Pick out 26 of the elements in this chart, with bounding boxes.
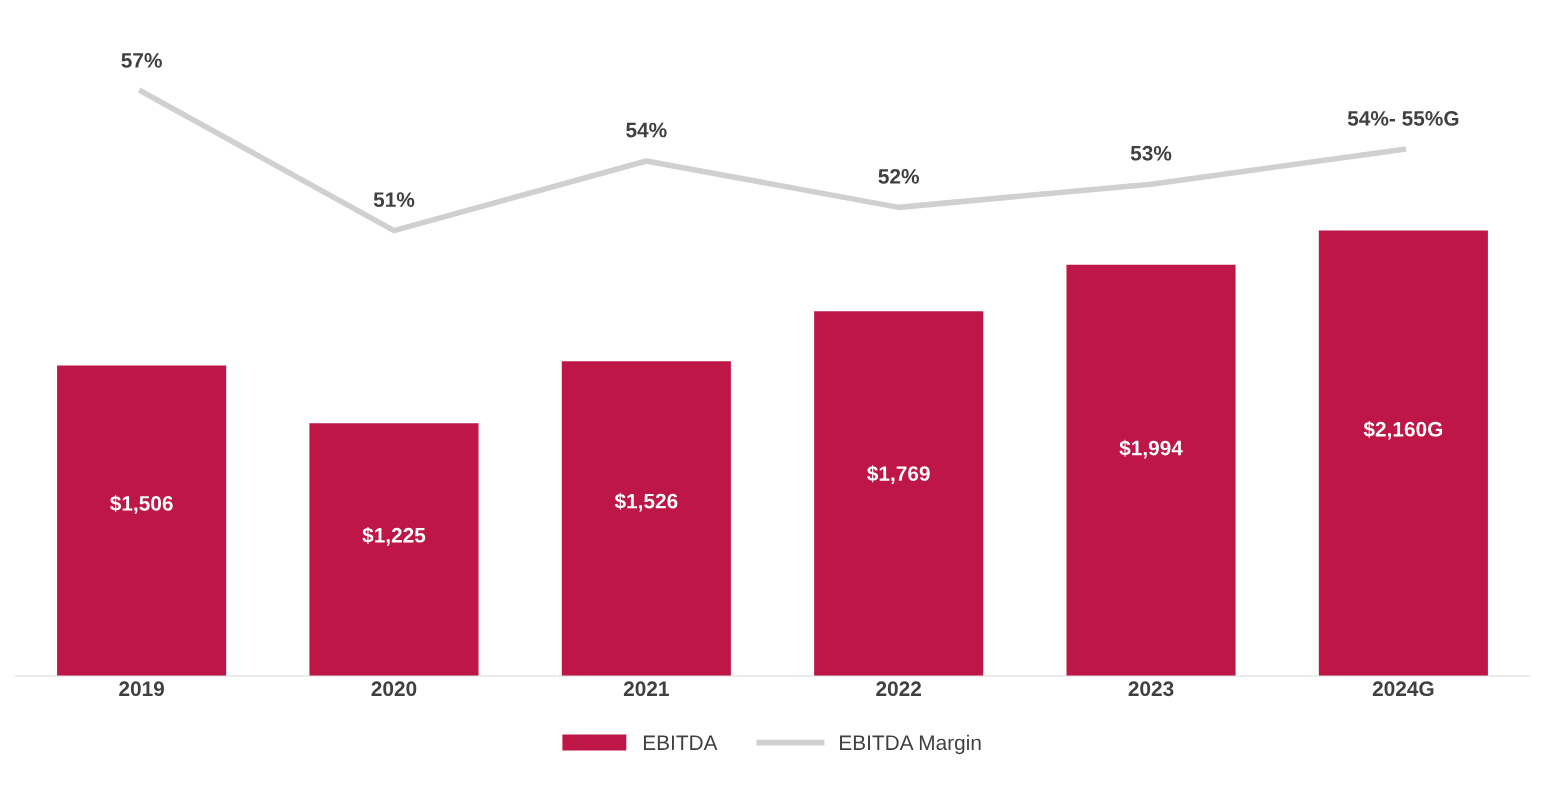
data-label: 52% xyxy=(878,169,919,184)
bar xyxy=(814,311,984,676)
x-tick-label: 2020 xyxy=(371,681,417,697)
x-tick-label: 2024G xyxy=(1372,681,1434,697)
bar xyxy=(57,365,227,676)
data-label: 54% xyxy=(626,122,667,138)
data-label: $1,994 xyxy=(1119,439,1183,459)
data-label: 53% xyxy=(1130,145,1172,161)
x-tick-label: 2023 xyxy=(1128,681,1174,697)
data-label: $1,506 xyxy=(110,495,173,514)
data-label: 54%- 55%G xyxy=(1347,111,1459,126)
bar xyxy=(1318,230,1488,676)
data-label: $1,769 xyxy=(867,465,930,484)
data-label: 57% xyxy=(121,53,162,68)
data-label: 51% xyxy=(373,192,415,207)
legend-label: EBITDA Margin xyxy=(840,734,981,755)
bar xyxy=(309,423,479,676)
x-tick-label: 2019 xyxy=(119,681,165,697)
x-tick-label: 2022 xyxy=(876,681,922,697)
data-label: $2,160G xyxy=(1363,420,1443,440)
data-label: $1,526 xyxy=(614,492,678,512)
legend-label: EBITDA xyxy=(643,735,718,750)
x-tick-label: 2021 xyxy=(623,681,669,697)
bar xyxy=(1066,264,1236,676)
data-label: $1,225 xyxy=(362,526,426,546)
bar xyxy=(561,361,731,676)
